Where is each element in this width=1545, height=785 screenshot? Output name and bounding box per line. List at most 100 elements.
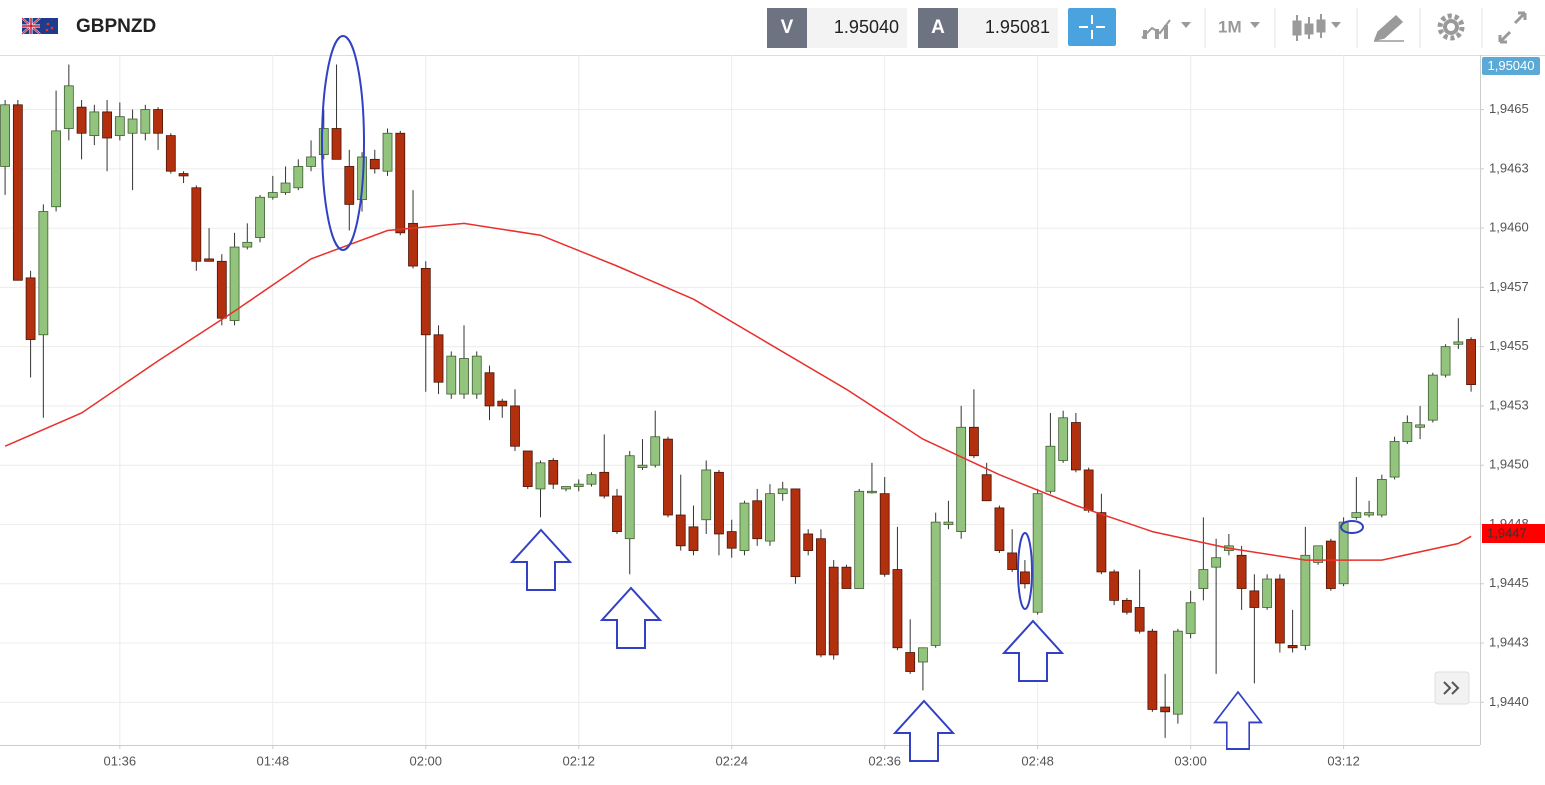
ask-tag: 1,95040 bbox=[1488, 58, 1535, 73]
candle-body bbox=[612, 495, 622, 532]
candle-body bbox=[1402, 422, 1413, 442]
candle-body bbox=[280, 182, 291, 193]
buy-button[interactable] bbox=[918, 8, 958, 48]
candle-body bbox=[1376, 479, 1387, 516]
sell-button[interactable] bbox=[767, 8, 807, 48]
candle-body bbox=[841, 566, 852, 589]
candle-body bbox=[102, 111, 112, 139]
candle-body bbox=[459, 358, 469, 395]
x-tick-label: 03:00 bbox=[1174, 753, 1207, 768]
toolbar: GBPNZD V 1.95040 A 1.95081 1M bbox=[0, 0, 1545, 56]
candle-body bbox=[229, 246, 240, 321]
symbol[interactable]: GBPNZD bbox=[76, 16, 156, 37]
candle-body bbox=[1007, 552, 1018, 570]
candle-body bbox=[726, 531, 737, 549]
sell-price[interactable]: 1.95040 bbox=[834, 17, 899, 37]
candle-style-button[interactable] bbox=[1292, 14, 1341, 41]
candle-body bbox=[0, 104, 10, 167]
candle-body bbox=[1211, 557, 1222, 568]
candle-body bbox=[420, 268, 431, 336]
candle-body bbox=[548, 460, 559, 485]
candle-body bbox=[663, 438, 673, 516]
grid bbox=[0, 55, 1480, 745]
x-tick-label: 03:12 bbox=[1327, 753, 1360, 768]
x-tick-label: 02:36 bbox=[868, 753, 901, 768]
candle-body bbox=[1364, 512, 1374, 516]
candle-body bbox=[790, 488, 801, 578]
settings-button[interactable] bbox=[1437, 13, 1465, 41]
candle-body bbox=[344, 166, 355, 205]
y-tick-label: 1,9457 bbox=[1489, 279, 1529, 294]
candle-body bbox=[1325, 540, 1336, 589]
candle-body bbox=[153, 109, 163, 134]
y-tick-label: 1,9453 bbox=[1489, 397, 1529, 412]
candle-body bbox=[586, 474, 597, 485]
candle-body bbox=[1262, 578, 1273, 608]
candle-body bbox=[854, 490, 865, 589]
candle-body bbox=[1300, 554, 1311, 646]
candle-body bbox=[1109, 571, 1120, 601]
sell-label[interactable]: V bbox=[781, 17, 794, 38]
last-tag: 1,9447 bbox=[1487, 525, 1527, 540]
candle-body bbox=[165, 135, 176, 172]
candle-body bbox=[38, 211, 49, 336]
candle-body bbox=[637, 464, 648, 468]
candle-body bbox=[497, 400, 508, 407]
crosshair-button[interactable] bbox=[1068, 8, 1116, 46]
fullscreen-button[interactable] bbox=[1498, 11, 1527, 44]
y-tick-label: 1,9455 bbox=[1489, 338, 1529, 353]
candle-body bbox=[293, 166, 304, 189]
candle-body bbox=[573, 483, 584, 487]
buy-price-box[interactable] bbox=[958, 8, 1058, 48]
ask-tag-bg bbox=[1482, 57, 1540, 75]
candle-body bbox=[981, 474, 992, 502]
candle-body bbox=[178, 173, 189, 177]
candle-body bbox=[76, 106, 87, 134]
candle-body bbox=[1032, 493, 1043, 613]
last-tag-bg bbox=[1482, 524, 1545, 543]
sell-price-box[interactable] bbox=[807, 8, 907, 48]
candle-body bbox=[1389, 441, 1400, 478]
annotation-ellipse bbox=[1017, 532, 1033, 610]
candle-body bbox=[522, 450, 533, 487]
buy-price[interactable]: 1.95081 bbox=[985, 17, 1050, 37]
draw-tool-button[interactable] bbox=[1373, 14, 1404, 42]
candle-body bbox=[624, 455, 635, 540]
candle-body bbox=[1172, 630, 1183, 715]
buy-label[interactable]: A bbox=[931, 17, 945, 38]
axis-labels: 1,9465 1,9463 1,9460 1,9457 1,9455 1,9453 1,94… bbox=[104, 101, 1529, 768]
y-tick-label: 1,9463 bbox=[1489, 160, 1529, 175]
candle-body bbox=[408, 222, 418, 267]
candle-body bbox=[127, 118, 138, 134]
timeframe[interactable]: 1M bbox=[1218, 17, 1242, 36]
candle-body bbox=[382, 132, 393, 172]
candle-body bbox=[1083, 469, 1094, 511]
candle-body bbox=[12, 104, 23, 281]
candle-body bbox=[1045, 445, 1056, 492]
candle-body bbox=[535, 462, 546, 490]
candle-body bbox=[1160, 706, 1171, 713]
candle-body bbox=[191, 187, 202, 262]
candle-body bbox=[1185, 602, 1196, 634]
scroll-right-button[interactable] bbox=[1434, 671, 1470, 705]
candle-body bbox=[803, 533, 814, 551]
y-tick-label: 1,9450 bbox=[1489, 457, 1529, 472]
candle-body bbox=[1198, 569, 1209, 589]
candle-body bbox=[867, 490, 877, 494]
candle-body bbox=[306, 156, 316, 167]
candle-body bbox=[1274, 578, 1285, 644]
candle-body bbox=[433, 334, 444, 383]
candle-body bbox=[484, 372, 495, 407]
annotations bbox=[321, 35, 1364, 762]
candle-body bbox=[1147, 630, 1158, 710]
candle-body bbox=[318, 128, 329, 155]
crosshair-icon bbox=[1079, 15, 1105, 39]
chart-type-button[interactable] bbox=[1141, 19, 1191, 39]
candle-body bbox=[714, 471, 724, 535]
candle-body bbox=[63, 85, 74, 129]
candle-body bbox=[739, 502, 750, 551]
candle-body bbox=[994, 507, 1005, 551]
y-tick-label: 1,9460 bbox=[1489, 220, 1529, 235]
candle-body bbox=[765, 493, 775, 542]
